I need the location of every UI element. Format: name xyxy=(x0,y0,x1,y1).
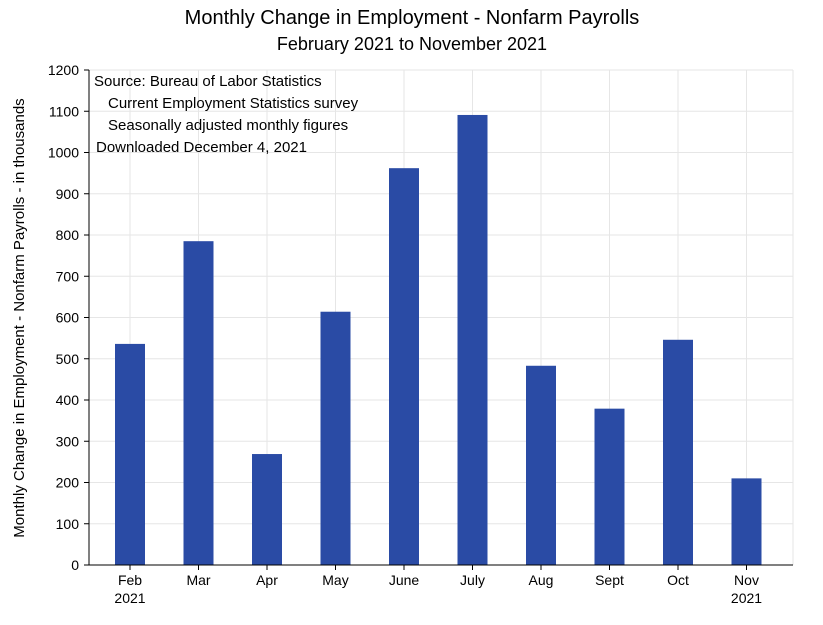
annotation-line-source: Source: Bureau of Labor Statistics xyxy=(94,73,322,90)
x-tick-label: June xyxy=(389,572,420,588)
bar-july xyxy=(457,114,488,566)
bar-nov xyxy=(731,478,762,565)
x-tick-sublabel: 2021 xyxy=(114,590,145,606)
bar-may xyxy=(320,311,351,565)
x-tick-label: Feb xyxy=(118,572,142,588)
x-tick-label: Aug xyxy=(529,572,554,588)
source-annotation: Source: Bureau of Labor Statistics Curre… xyxy=(94,73,359,156)
annotation-line-survey: Current Employment Statistics survey xyxy=(108,95,359,112)
y-tick-label: 400 xyxy=(56,392,80,408)
y-tick-label: 1200 xyxy=(48,62,79,78)
y-tick-labels: 0 100 200 300 400 500 600 700 800 900 1000 1100 1200 xyxy=(48,62,79,573)
y-tick-label: 500 xyxy=(56,351,80,367)
bar-oct xyxy=(663,339,693,565)
x-tick-label: Sept xyxy=(595,572,624,588)
y-tick-label: 700 xyxy=(56,268,80,284)
bar-mar xyxy=(183,241,214,565)
x-tick-label: Apr xyxy=(256,572,278,588)
y-tick-label: 900 xyxy=(56,186,80,202)
x-tick-label: May xyxy=(322,572,348,588)
chart-subtitle: February 2021 to November 2021 xyxy=(277,34,547,54)
bar-sept xyxy=(594,408,625,565)
y-axis-label: Monthly Change in Employment - Nonfarm P… xyxy=(11,98,28,537)
x-tick-label: July xyxy=(460,572,485,588)
axes xyxy=(84,69,793,570)
bar-feb xyxy=(115,343,145,565)
bar-apr xyxy=(252,454,282,565)
chart-title: Monthly Change in Employment - Nonfarm P… xyxy=(185,7,640,29)
y-tick-label: 300 xyxy=(56,433,80,449)
x-tick-labels: Feb 2021 Mar Apr May June July Aug Sept Oct Nov 202… xyxy=(114,572,762,606)
y-tick-label: 0 xyxy=(71,557,79,573)
x-tick-label: Nov xyxy=(734,572,759,588)
y-tick-label: 200 xyxy=(56,475,80,491)
bar-aug xyxy=(526,365,556,565)
y-tick-label: 600 xyxy=(56,310,80,326)
y-tick-label: 100 xyxy=(56,516,80,532)
annotation-line-downloaded: Downloaded December 4, 2021 xyxy=(96,139,307,156)
x-tick-label: Mar xyxy=(186,572,210,588)
annotation-line-seasonal: Seasonally adjusted monthly figures xyxy=(108,117,348,134)
y-tick-label: 1100 xyxy=(49,103,79,119)
x-tick-sublabel: 2021 xyxy=(731,590,762,606)
y-tick-label: 800 xyxy=(56,227,80,243)
bar-june xyxy=(389,168,419,566)
x-tick-label: Oct xyxy=(667,572,689,588)
bars xyxy=(115,114,762,566)
y-tick-label: 1000 xyxy=(48,145,79,161)
